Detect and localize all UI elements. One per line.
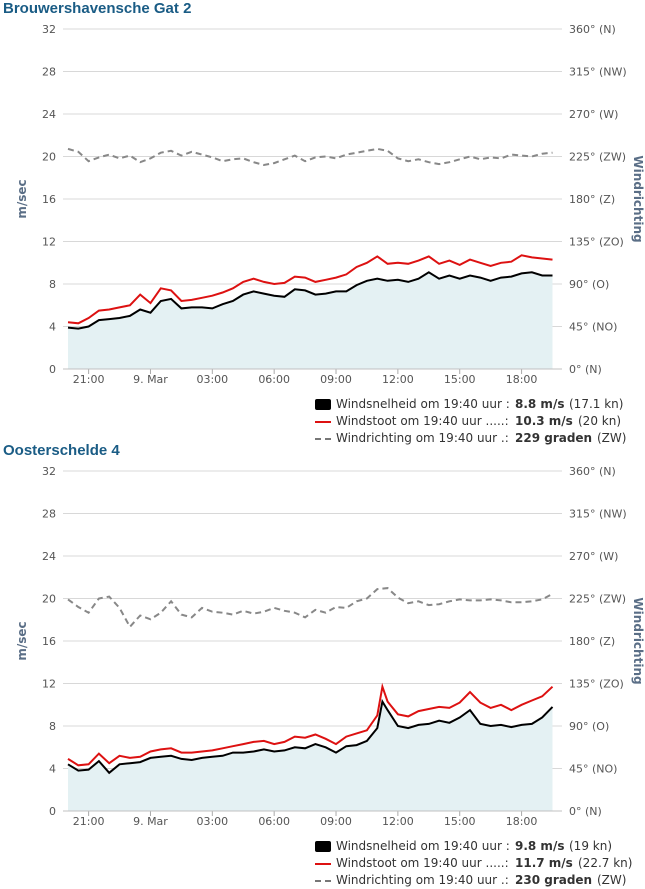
y2-tick-label: 0° (N) xyxy=(569,363,602,376)
legend-label: Windstoot om 19:40 uur .....: xyxy=(336,414,509,428)
windstoot-line xyxy=(67,254,553,325)
windstoot-line xyxy=(67,682,554,767)
y2-tick-label: 270° (W) xyxy=(569,108,618,121)
x-tick-label: 06:00 xyxy=(258,815,290,828)
y2-tick-label: 135° (ZO) xyxy=(569,236,624,249)
legend-label: Windstoot om 19:40 uur .....: xyxy=(336,856,509,870)
x-tick-label: 21:00 xyxy=(73,815,105,828)
legend-label: Windsnelheid om 19:40 uur : xyxy=(336,839,510,853)
y-tick-label: 20 xyxy=(42,151,56,164)
legend-extra: (17.1 kn) xyxy=(569,397,624,411)
y-tick-label: 24 xyxy=(42,108,56,121)
y2-tick-label: 270° (W) xyxy=(569,550,618,563)
y-tick-label: 0 xyxy=(49,805,56,818)
wind-chart: 0 0° (N) 4 45° (NO) 8 90° (O) 12 135° (ZO) 16 180… xyxy=(15,465,645,828)
station-title: Brouwershavensche Gat 2 xyxy=(3,0,192,17)
y2-tick-label: 315° (NW) xyxy=(569,66,627,79)
station-panel-brouwershavensche-gat-2: 0 0° (N) 4 45° (NO) 8 90° (O) 12 135° (ZO) 16 180… xyxy=(0,0,645,445)
y2-tick-label: 180° (Z) xyxy=(569,635,615,648)
y-tick-label: 28 xyxy=(42,66,56,79)
y2-axis-title: Windrichting xyxy=(631,597,645,684)
wind-chart: 0 0° (N) 4 45° (NO) 8 90° (O) 12 135° (ZO) 16 180… xyxy=(15,23,645,386)
legend-extra: (20 kn) xyxy=(578,414,622,428)
windsnelheid-swatch-icon xyxy=(315,399,331,410)
legend-value: 229 graden xyxy=(515,431,593,445)
y-tick-label: 8 xyxy=(49,720,56,733)
y-tick-label: 4 xyxy=(49,763,56,776)
y-tick-label: 32 xyxy=(42,23,56,36)
windrichting-line xyxy=(67,587,553,629)
legend-value: 11.7 m/s xyxy=(515,856,573,870)
x-tick-label: 9. Mar xyxy=(133,815,168,828)
windrichting-line xyxy=(67,147,553,167)
x-tick-label: 03:00 xyxy=(196,815,228,828)
y-tick-label: 32 xyxy=(42,465,56,478)
windsnelheid-line xyxy=(67,271,553,330)
y2-tick-label: 225° (ZW) xyxy=(569,593,626,606)
legend-label: Windsnelheid om 19:40 uur : xyxy=(336,397,510,411)
windrichting-swatch-icon xyxy=(315,438,331,440)
y-tick-label: 4 xyxy=(49,321,56,334)
station-panel-oosterschelde-4: 0 0° (N) 4 45° (NO) 8 90° (O) 12 135° (ZO) 16 180… xyxy=(0,442,645,887)
legend-extra: (ZW) xyxy=(597,431,627,445)
windrichting-swatch-icon xyxy=(315,880,331,882)
x-tick-label: 21:00 xyxy=(73,373,105,386)
y2-tick-label: 0° (N) xyxy=(569,805,602,818)
windsnelheid-area xyxy=(68,701,553,811)
windsnelheid-line xyxy=(67,698,554,775)
windsnelheid-area xyxy=(68,272,553,369)
y2-tick-label: 45° (NO) xyxy=(569,321,617,334)
y-tick-label: 20 xyxy=(42,593,56,606)
windsnelheid-swatch-icon xyxy=(315,841,331,852)
y-tick-label: 8 xyxy=(49,278,56,291)
y2-tick-label: 315° (NW) xyxy=(569,508,627,521)
y-tick-label: 0 xyxy=(49,363,56,376)
x-tick-label: 15:00 xyxy=(444,373,476,386)
y2-tick-label: 90° (O) xyxy=(569,278,609,291)
y-tick-label: 16 xyxy=(42,635,56,648)
y2-tick-label: 45° (NO) xyxy=(569,763,617,776)
x-tick-label: 09:00 xyxy=(320,373,352,386)
y2-tick-label: 225° (ZW) xyxy=(569,151,626,164)
x-tick-label: 18:00 xyxy=(506,815,538,828)
windstoot-swatch-icon xyxy=(315,863,331,865)
x-tick-label: 12:00 xyxy=(382,815,414,828)
y2-axis-title: Windrichting xyxy=(631,155,645,242)
y2-tick-label: 360° (N) xyxy=(569,23,616,36)
legend-value: 9.8 m/s xyxy=(515,839,565,853)
y-tick-label: 12 xyxy=(42,678,56,691)
legend-label: Windrichting om 19:40 uur .: xyxy=(336,431,509,445)
x-tick-label: 18:00 xyxy=(506,373,538,386)
y-axis-title: m/sec xyxy=(15,621,29,660)
x-tick-label: 15:00 xyxy=(444,815,476,828)
y2-tick-label: 90° (O) xyxy=(569,720,609,733)
legend-extra: (ZW) xyxy=(597,873,627,887)
x-tick-label: 06:00 xyxy=(258,373,290,386)
y-tick-label: 28 xyxy=(42,508,56,521)
x-tick-label: 9. Mar xyxy=(133,373,168,386)
legend-extra: (22.7 kn) xyxy=(578,856,633,870)
station-title: Oosterschelde 4 xyxy=(3,442,120,459)
legend-value: 10.3 m/s xyxy=(515,414,573,428)
y-tick-label: 24 xyxy=(42,550,56,563)
y2-tick-label: 180° (Z) xyxy=(569,193,615,206)
legend-value: 230 graden xyxy=(515,873,593,887)
y2-tick-label: 135° (ZO) xyxy=(569,678,624,691)
x-tick-label: 09:00 xyxy=(320,815,352,828)
y-tick-label: 12 xyxy=(42,236,56,249)
x-tick-label: 12:00 xyxy=(382,373,414,386)
x-tick-label: 03:00 xyxy=(196,373,228,386)
y2-tick-label: 360° (N) xyxy=(569,465,616,478)
legend-extra: (19 kn) xyxy=(569,839,613,853)
y-axis-title: m/sec xyxy=(15,179,29,218)
legend-value: 8.8 m/s xyxy=(515,397,565,411)
windstoot-swatch-icon xyxy=(315,421,331,423)
legend-label: Windrichting om 19:40 uur .: xyxy=(336,873,509,887)
y-tick-label: 16 xyxy=(42,193,56,206)
